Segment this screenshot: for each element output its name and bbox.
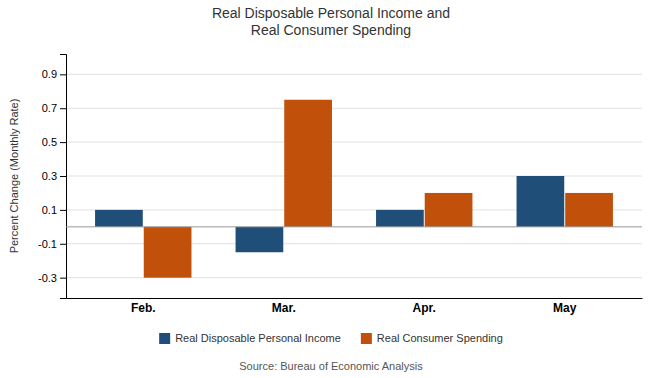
y-tick-label: -0.1 [38,238,57,250]
y-tick: -0.1 [38,238,66,250]
source: Source: Bureau of Economic Analysis [239,360,423,372]
bar [425,193,473,227]
y-tick-mark [60,278,66,279]
legend: Real Disposable Personal Income Real Cons… [159,332,503,344]
x-tick-label: May [553,301,577,315]
y-tick: 0.9 [42,68,66,80]
grid-line [66,74,642,75]
y-tick-label: 0.5 [42,136,57,148]
bars [95,100,613,278]
y-tick-label: 0.3 [42,170,57,182]
title-line: Real Consumer Spending [251,22,411,38]
legend-label: Real Consumer Spending [377,332,503,344]
legend-item: Real Consumer Spending [361,332,503,344]
grid-line [66,142,642,143]
y-tick-mark [60,142,66,143]
legend-label: Real Disposable Personal Income [175,332,341,344]
y-tick: 0.3 [42,170,66,182]
y-tick: 0.5 [42,136,66,148]
y-tick-label: 0.1 [42,204,57,216]
x-tick: May [553,301,577,315]
x-tick: Mar. [272,301,296,315]
y-tick: 0.1 [42,204,66,216]
legend-swatch [159,333,170,344]
chart: Real Disposable Personal Income andReal … [0,0,662,378]
grid [66,74,642,277]
y-tick-label: 0.9 [42,68,57,80]
y-axis: -0.3 -0.1 0.1 0.3 0.5 0.7 0.9 [38,55,66,299]
legend-swatch [361,333,372,344]
title: Real Disposable Personal Income andReal … [212,5,450,38]
y-tick-mark [60,244,66,245]
title-line: Real Disposable Personal Income and [212,5,450,21]
bar [236,227,284,252]
x-tick-label: Feb. [131,301,156,315]
y-tick-mark [60,210,66,211]
x-axis: Feb. Mar. Apr. May [67,299,643,315]
bar [517,176,565,227]
bar [284,100,332,227]
bar [376,210,424,227]
legend-item: Real Disposable Personal Income [159,332,341,344]
y-tick-mark [60,176,66,177]
x-tick: Apr. [413,301,436,315]
y-tick-mark [60,108,66,109]
y-tick-label: -0.3 [38,272,57,284]
y-tick: 0.7 [42,102,66,114]
y-tick: -0.3 [38,272,66,284]
zero-line [66,226,642,227]
bar [565,193,613,227]
y-axis-line [60,55,67,299]
bar [95,210,143,227]
x-tick-label: Apr. [413,301,436,315]
grid-line [66,108,642,109]
x-axis-line [67,298,643,299]
x-tick: Feb. [131,301,156,315]
plot: -0.3 -0.1 0.1 0.3 0.5 0.7 0.9 Feb. Mar. Apr. May [38,55,642,315]
y-axis-title: Percent Change (Monthly Rate) [8,99,20,254]
series [144,100,613,278]
y-tick-mark [60,74,66,75]
y-tick-label: 0.7 [42,102,57,114]
x-tick-label: Mar. [272,301,296,315]
bar [144,227,192,278]
